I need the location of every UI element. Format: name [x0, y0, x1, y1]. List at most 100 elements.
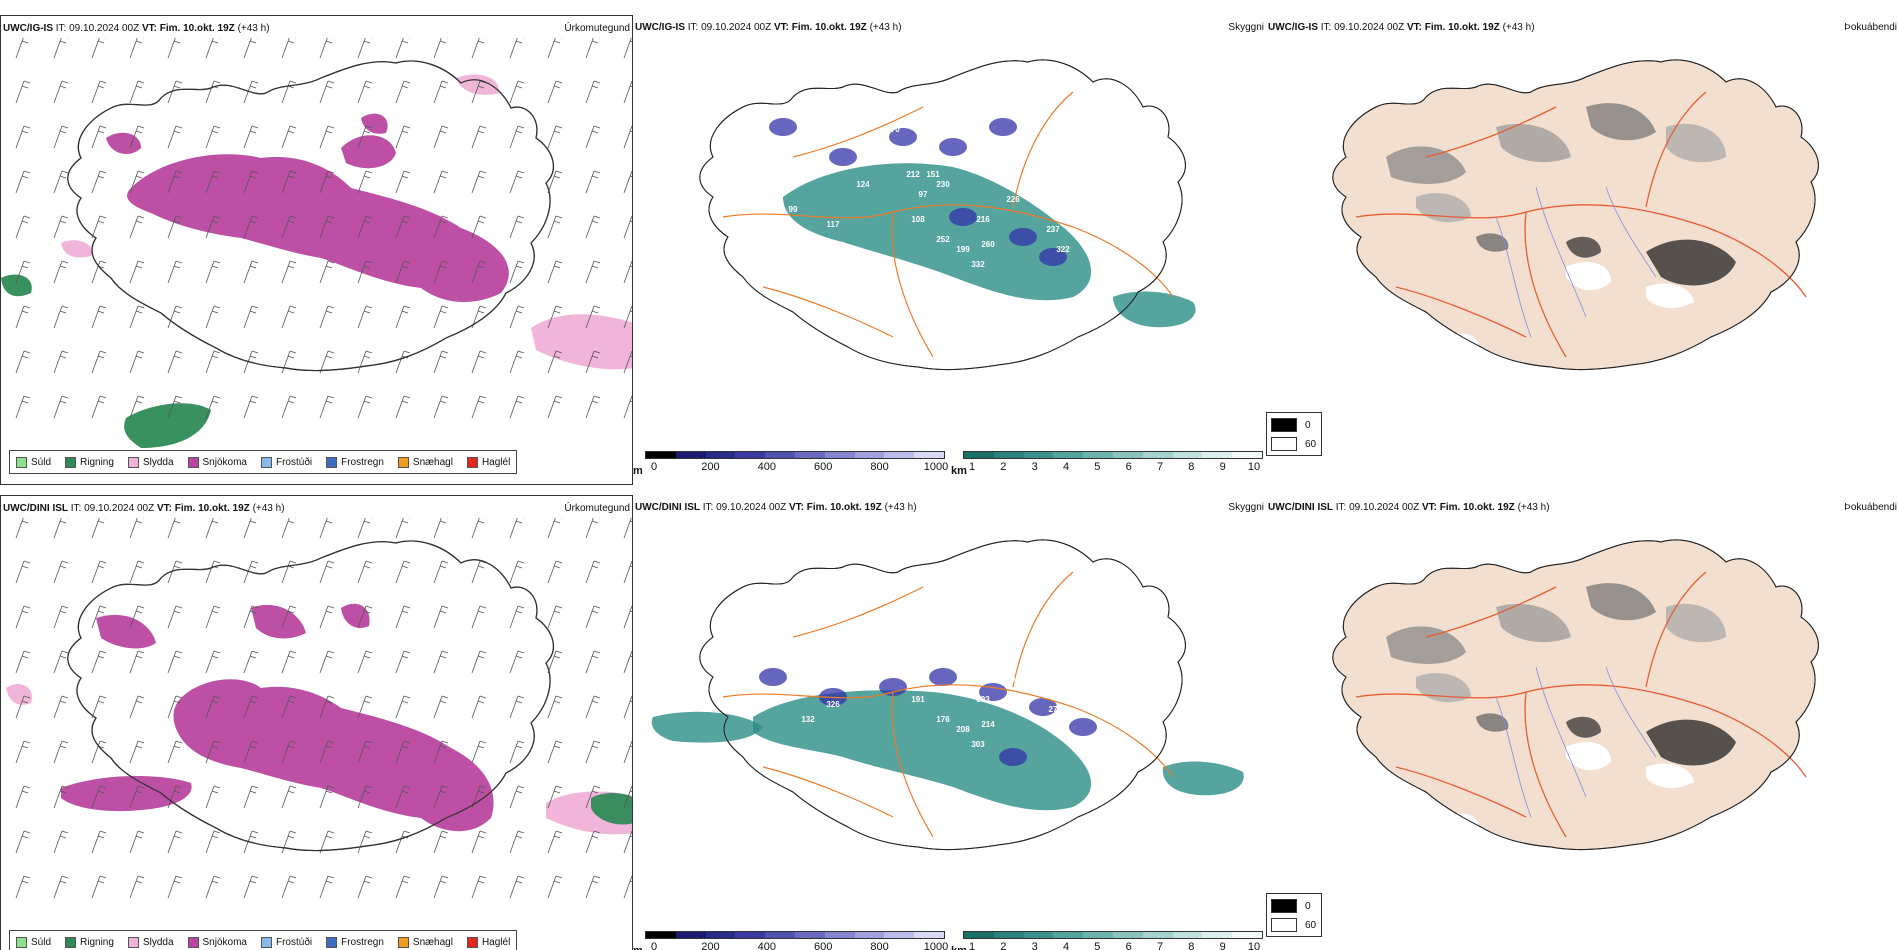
wind-barb — [15, 785, 31, 809]
wind-barb — [547, 395, 563, 419]
wind-barb — [91, 170, 107, 194]
ceiling-value-label: 128 — [906, 650, 920, 659]
lead-time: (+43 h) — [1517, 502, 1550, 513]
panel-header: UWC/DINI ISL IT: 09.10.2024 00Z VT: Fim.… — [635, 500, 1264, 516]
wind-barb — [509, 695, 525, 719]
wind-barb — [357, 650, 373, 674]
colorbar-segment — [854, 932, 885, 938]
cloud-layer: 20 49 35 176 384 24 99 101 117 170 91 124 212 151 97 23… — [699, 59, 1196, 371]
ceiling-value-label: 219 — [986, 630, 1000, 639]
colorbar-segment — [1023, 452, 1054, 458]
road — [1425, 106, 1557, 158]
road — [1524, 691, 1567, 838]
wind-barb — [15, 650, 31, 674]
wind-barb — [585, 605, 601, 629]
colorbar-segment — [1053, 932, 1084, 938]
valid-time: VT: Fim. 10.okt. 19Z — [1421, 502, 1515, 513]
wind-barb — [547, 38, 562, 59]
colorbar-segment — [1083, 452, 1113, 458]
legend-swatch — [187, 456, 199, 468]
wind-barb — [471, 38, 486, 59]
wind-barb — [547, 215, 563, 239]
wind-barb — [129, 38, 144, 59]
colorbar-tick-label: 9 — [1219, 941, 1226, 950]
precip-map-svg — [6, 518, 632, 899]
wind-barb — [319, 350, 335, 374]
ceiling-value-label: 20 — [749, 110, 758, 119]
low-ceiling-spot — [889, 128, 917, 146]
legend-swatch — [65, 456, 77, 468]
colorbar-segment — [646, 932, 676, 938]
road-network — [722, 571, 1174, 838]
panel-header: UWC/IG-IS IT: 09.10.2024 00Z VT: Fim. 10… — [1268, 20, 1897, 36]
wind-barb — [395, 260, 411, 284]
fog-legend: 0 60 — [1266, 893, 1322, 937]
wind-barb — [15, 170, 31, 194]
legend-swatch — [260, 456, 272, 468]
wind-barb — [585, 38, 600, 59]
wind-barb — [585, 785, 601, 809]
legend-swatch — [16, 456, 27, 468]
colorbar-tick-label: 10 — [1247, 941, 1261, 950]
river — [1535, 186, 1587, 318]
legend-label: Haglél — [481, 456, 511, 468]
colorbar-tick-label: 1000 — [923, 461, 949, 473]
colorbar-segment — [1142, 932, 1173, 938]
wind-barb — [281, 650, 297, 674]
wind-barb — [205, 650, 221, 674]
ceiling-value-label: 99 — [789, 205, 798, 214]
wind-barb — [167, 605, 183, 629]
wind-barb — [15, 518, 30, 539]
wind-barb — [91, 38, 106, 59]
colorbar-segment — [1172, 932, 1203, 938]
ceiling-value-label: 191 — [911, 695, 925, 704]
colorbar-segment — [964, 452, 994, 458]
road — [1645, 571, 1707, 688]
wind-barb — [547, 875, 563, 899]
river — [1535, 666, 1587, 798]
colorbar-ticks: 0 200 400 600 800 1000 — [645, 941, 948, 950]
wind-barb — [15, 260, 31, 284]
wind-barb — [53, 305, 69, 329]
wind-barb — [357, 38, 372, 59]
fog-area — [1476, 713, 1509, 732]
wind-barb — [243, 695, 259, 719]
wind-barb — [357, 740, 373, 764]
low-ceiling-spot — [989, 118, 1017, 136]
colorbar-segment — [1083, 932, 1113, 938]
colorbar-segment — [993, 932, 1024, 938]
wind-barb — [205, 350, 221, 374]
init-time: IT: 09.10.2024 00Z — [55, 23, 140, 34]
colorbar-segment — [1142, 452, 1173, 458]
legend-swatch — [187, 936, 199, 948]
snow-area — [127, 154, 509, 303]
ceiling-value-label: 326 — [826, 700, 840, 709]
wind-barb — [547, 830, 563, 854]
wind-barb — [319, 215, 335, 239]
low-ceiling-spot — [929, 668, 957, 686]
road — [1395, 766, 1527, 818]
fog-area — [1666, 603, 1726, 643]
colorbar-segment — [794, 452, 825, 458]
wind-barb — [243, 785, 259, 809]
wind-barb — [281, 518, 296, 539]
colorbar-strip — [645, 931, 945, 939]
colorbar-segment — [1232, 932, 1262, 938]
road — [1524, 211, 1567, 358]
wind-barb — [395, 875, 411, 899]
wind-barb — [395, 650, 411, 674]
colorbar-segment — [964, 932, 994, 938]
precip-legend: Súld Rigning Slydda Snjókoma Frostúði Frostre… — [9, 450, 518, 474]
ceiling-value-label: 108 — [911, 215, 925, 224]
wind-barb — [395, 785, 411, 809]
fog-map — [1266, 37, 1899, 447]
road — [1355, 684, 1807, 778]
precip-layer — [6, 518, 632, 899]
wind-barb — [53, 740, 69, 764]
fog-area — [1586, 103, 1656, 141]
clear-area — [1446, 813, 1480, 832]
fog-area — [1566, 236, 1601, 258]
wind-barb — [319, 830, 335, 854]
ceiling-value-label: 101 — [801, 235, 815, 244]
